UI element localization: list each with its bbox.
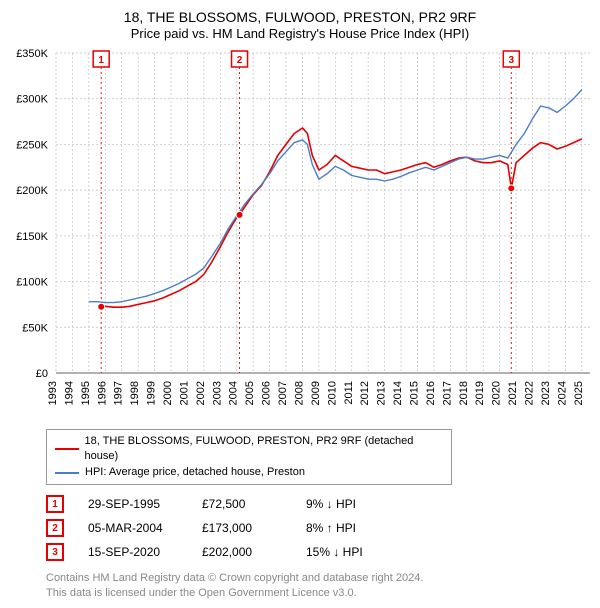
footer-line1: Contains HM Land Registry data © Crown c… xyxy=(46,571,590,585)
chart-subtitle: Price paid vs. HM Land Registry's House … xyxy=(0,26,600,43)
footer-line2: This data is licensed under the Open Gov… xyxy=(46,586,590,600)
svg-text:2001: 2001 xyxy=(178,381,190,405)
legend-swatch xyxy=(55,472,79,474)
event-table: 1 29-SEP-1995 £72,500 9% ↓ HPI 2 05-MAR-2004 £… xyxy=(46,495,590,561)
svg-text:1995: 1995 xyxy=(80,381,92,405)
event-price: £173,000 xyxy=(202,521,282,535)
svg-text:2004: 2004 xyxy=(228,381,240,405)
event-price: £72,500 xyxy=(202,497,282,511)
svg-text:1996: 1996 xyxy=(96,381,108,405)
chart-plot-area: £0 £50K £100K £150K £200K £250K £300K £350K 1993… xyxy=(0,43,600,421)
svg-text:1: 1 xyxy=(98,55,104,66)
title-block: 18, THE BLOSSOMS, FULWOOD, PRESTON, PR2 … xyxy=(0,0,600,43)
svg-text:2: 2 xyxy=(237,55,243,66)
svg-text:2011: 2011 xyxy=(343,381,355,405)
svg-text:2023: 2023 xyxy=(540,381,552,405)
svg-text:2018: 2018 xyxy=(458,381,470,405)
svg-text:2010: 2010 xyxy=(326,381,338,405)
event-row: 3 15-SEP-2020 £202,000 15% ↓ HPI xyxy=(46,543,590,561)
event-marker: 1 xyxy=(46,495,64,513)
svg-text:3: 3 xyxy=(509,55,515,66)
svg-text:2016: 2016 xyxy=(425,381,437,405)
svg-text:2003: 2003 xyxy=(211,381,223,405)
event-delta: 9% ↓ HPI xyxy=(306,497,396,511)
svg-text:2017: 2017 xyxy=(441,381,453,405)
svg-text:1998: 1998 xyxy=(129,381,141,405)
event-date: 15-SEP-2020 xyxy=(88,545,178,559)
event-marker: 2 xyxy=(46,519,64,537)
svg-text:2012: 2012 xyxy=(359,381,371,405)
svg-text:2019: 2019 xyxy=(474,381,486,405)
chart-container: 18, THE BLOSSOMS, FULWOOD, PRESTON, PR2 … xyxy=(0,0,600,600)
svg-text:2005: 2005 xyxy=(244,381,256,405)
chart-title: 18, THE BLOSSOMS, FULWOOD, PRESTON, PR2 … xyxy=(0,8,600,26)
svg-text:1993: 1993 xyxy=(47,381,59,405)
svg-text:£200K: £200K xyxy=(16,185,48,197)
legend-label: 18, THE BLOSSOMS, FULWOOD, PRESTON, PR2 … xyxy=(85,434,443,465)
legend-label: HPI: Average price, detached house, Pres… xyxy=(85,465,305,480)
svg-text:2020: 2020 xyxy=(491,381,503,405)
svg-text:£100K: £100K xyxy=(16,277,48,289)
event-price: £202,000 xyxy=(202,545,282,559)
svg-text:£350K: £350K xyxy=(16,48,48,60)
svg-text:£300K: £300K xyxy=(16,94,48,106)
event-row: 1 29-SEP-1995 £72,500 9% ↓ HPI xyxy=(46,495,590,513)
svg-text:£150K: £150K xyxy=(16,231,48,243)
event-delta: 15% ↓ HPI xyxy=(306,545,396,559)
chart-svg: £0 £50K £100K £150K £200K £250K £300K £350K 1993… xyxy=(0,43,600,421)
event-date: 05-MAR-2004 xyxy=(88,521,178,535)
svg-text:2009: 2009 xyxy=(310,381,322,405)
legend-item: 18, THE BLOSSOMS, FULWOOD, PRESTON, PR2 … xyxy=(55,434,443,465)
legend-swatch xyxy=(55,448,79,450)
svg-text:£250K: £250K xyxy=(16,140,48,152)
legend: 18, THE BLOSSOMS, FULWOOD, PRESTON, PR2 … xyxy=(46,429,452,485)
event-date: 29-SEP-1995 xyxy=(88,497,178,511)
event-marker: 3 xyxy=(46,543,64,561)
svg-text:2014: 2014 xyxy=(392,381,404,405)
svg-text:£50K: £50K xyxy=(22,322,48,334)
svg-text:£0: £0 xyxy=(36,368,48,380)
svg-text:2006: 2006 xyxy=(261,381,273,405)
legend-item: HPI: Average price, detached house, Pres… xyxy=(55,465,443,480)
svg-text:2002: 2002 xyxy=(195,381,207,405)
svg-text:2013: 2013 xyxy=(376,381,388,405)
svg-text:2015: 2015 xyxy=(408,381,420,405)
svg-text:2007: 2007 xyxy=(277,381,289,405)
svg-text:2024: 2024 xyxy=(556,381,568,405)
svg-text:1999: 1999 xyxy=(146,381,158,405)
svg-text:2025: 2025 xyxy=(573,381,585,405)
svg-text:2000: 2000 xyxy=(162,381,174,405)
svg-text:1994: 1994 xyxy=(63,381,75,405)
svg-text:2008: 2008 xyxy=(293,381,305,405)
svg-text:1997: 1997 xyxy=(113,381,125,405)
event-delta: 8% ↑ HPI xyxy=(306,521,396,535)
svg-text:2021: 2021 xyxy=(507,381,519,405)
event-row: 2 05-MAR-2004 £173,000 8% ↑ HPI xyxy=(46,519,590,537)
footer-attribution: Contains HM Land Registry data © Crown c… xyxy=(46,571,590,600)
svg-text:2022: 2022 xyxy=(523,381,535,405)
